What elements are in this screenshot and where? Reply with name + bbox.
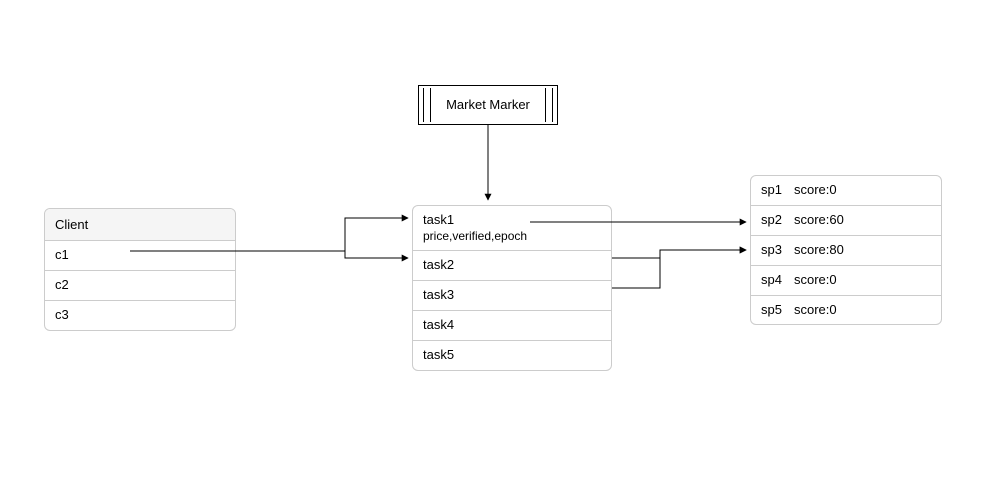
market-marker-node: Market Marker bbox=[418, 85, 558, 125]
sp-id: sp4 bbox=[761, 272, 782, 289]
table-row: sp2 score:60 bbox=[751, 206, 941, 236]
sp-table: sp1 score:0 sp2 score:60 sp3 score:80 sp… bbox=[750, 175, 942, 325]
client-table-header: Client bbox=[45, 209, 235, 241]
table-row: task1 price,verified,epoch bbox=[413, 206, 611, 251]
client-table: Client c1 c2 c3 bbox=[44, 208, 236, 331]
table-row: task5 bbox=[413, 341, 611, 370]
market-marker-label: Market Marker bbox=[419, 86, 557, 124]
table-row: sp1 score:0 bbox=[751, 176, 941, 206]
table-row: task4 bbox=[413, 311, 611, 341]
sp-id: sp2 bbox=[761, 212, 782, 229]
table-row: sp4 score:0 bbox=[751, 266, 941, 296]
sp-id: sp5 bbox=[761, 302, 782, 319]
table-row: task2 bbox=[413, 251, 611, 281]
table-row: sp3 score:80 bbox=[751, 236, 941, 266]
table-row: c2 bbox=[45, 271, 235, 301]
task-table: task1 price,verified,epoch task2 task3 t… bbox=[412, 205, 612, 371]
task-subtext: price,verified,epoch bbox=[423, 229, 601, 245]
sp-id: sp3 bbox=[761, 242, 782, 259]
task-label: task1 bbox=[423, 212, 601, 229]
sp-score: score:60 bbox=[794, 212, 844, 229]
sp-score: score:0 bbox=[794, 272, 837, 289]
sp-score: score:0 bbox=[794, 302, 837, 319]
sp-score: score:80 bbox=[794, 242, 844, 259]
table-row: c3 bbox=[45, 301, 235, 330]
table-row: task3 bbox=[413, 281, 611, 311]
sp-score: score:0 bbox=[794, 182, 837, 199]
table-row: c1 bbox=[45, 241, 235, 271]
table-row: sp5 score:0 bbox=[751, 296, 941, 325]
sp-id: sp1 bbox=[761, 182, 782, 199]
